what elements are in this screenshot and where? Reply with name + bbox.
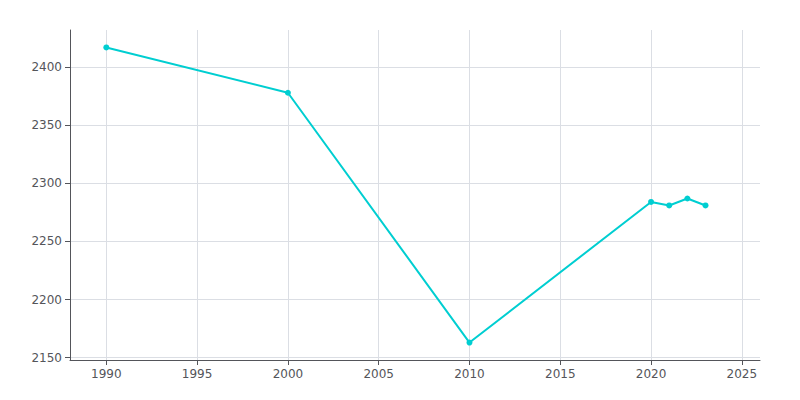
- svg-text:2250: 2250: [31, 234, 62, 248]
- svg-text:2015: 2015: [545, 367, 576, 381]
- svg-text:1990: 1990: [91, 367, 122, 381]
- svg-text:2010: 2010: [454, 367, 485, 381]
- svg-text:2150: 2150: [31, 351, 62, 365]
- svg-text:2020: 2020: [636, 367, 667, 381]
- svg-text:2400: 2400: [31, 60, 62, 74]
- svg-text:2000: 2000: [273, 367, 304, 381]
- svg-text:2005: 2005: [363, 367, 394, 381]
- svg-text:2350: 2350: [31, 118, 62, 132]
- svg-text:2300: 2300: [31, 176, 62, 190]
- svg-text:1995: 1995: [182, 367, 213, 381]
- svg-text:2200: 2200: [31, 293, 62, 307]
- svg-text:2025: 2025: [727, 367, 758, 381]
